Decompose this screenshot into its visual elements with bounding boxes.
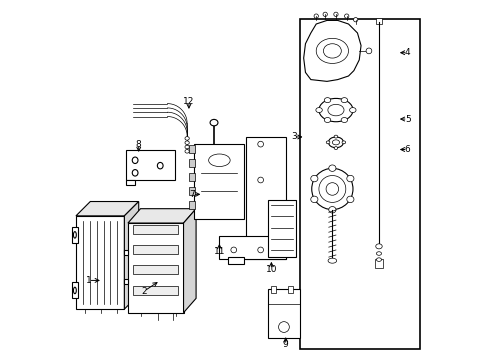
Ellipse shape bbox=[324, 117, 330, 122]
Text: 1: 1 bbox=[85, 276, 91, 285]
Ellipse shape bbox=[318, 176, 345, 202]
Ellipse shape bbox=[316, 39, 348, 63]
Polygon shape bbox=[126, 149, 174, 180]
Ellipse shape bbox=[341, 117, 347, 122]
Text: 4: 4 bbox=[404, 48, 409, 57]
Ellipse shape bbox=[327, 258, 336, 263]
Text: 7: 7 bbox=[189, 190, 195, 199]
Ellipse shape bbox=[333, 12, 337, 17]
Polygon shape bbox=[219, 235, 285, 259]
Polygon shape bbox=[124, 202, 139, 309]
Polygon shape bbox=[124, 250, 128, 255]
Text: 11: 11 bbox=[213, 247, 224, 256]
Text: 9: 9 bbox=[282, 341, 288, 350]
Ellipse shape bbox=[333, 135, 337, 138]
Polygon shape bbox=[183, 209, 196, 313]
Bar bbox=[188, 173, 195, 181]
Polygon shape bbox=[128, 223, 183, 313]
Ellipse shape bbox=[376, 252, 381, 255]
Ellipse shape bbox=[375, 244, 382, 249]
Ellipse shape bbox=[341, 141, 345, 144]
Ellipse shape bbox=[132, 170, 138, 176]
Ellipse shape bbox=[157, 162, 163, 169]
Ellipse shape bbox=[184, 141, 189, 144]
Ellipse shape bbox=[257, 141, 263, 147]
Ellipse shape bbox=[318, 98, 352, 122]
Ellipse shape bbox=[349, 108, 355, 113]
Ellipse shape bbox=[346, 175, 353, 182]
Polygon shape bbox=[267, 289, 300, 338]
Bar bbox=[72, 226, 78, 243]
Ellipse shape bbox=[323, 12, 326, 17]
Bar bbox=[133, 265, 178, 274]
Ellipse shape bbox=[184, 149, 189, 153]
Text: 6: 6 bbox=[404, 145, 410, 154]
Ellipse shape bbox=[328, 207, 335, 213]
Text: 5: 5 bbox=[404, 114, 410, 123]
Ellipse shape bbox=[230, 247, 236, 253]
Ellipse shape bbox=[184, 136, 189, 140]
Ellipse shape bbox=[328, 137, 343, 148]
Bar bbox=[188, 187, 195, 195]
Bar bbox=[375, 259, 382, 268]
Polygon shape bbox=[124, 279, 128, 284]
Ellipse shape bbox=[73, 231, 76, 238]
Polygon shape bbox=[194, 144, 244, 220]
Ellipse shape bbox=[210, 120, 218, 126]
Ellipse shape bbox=[73, 287, 76, 294]
Bar bbox=[188, 201, 195, 209]
Ellipse shape bbox=[344, 14, 348, 18]
Polygon shape bbox=[246, 137, 285, 259]
Ellipse shape bbox=[346, 196, 353, 203]
Ellipse shape bbox=[324, 98, 330, 103]
Polygon shape bbox=[76, 216, 124, 309]
Bar bbox=[270, 286, 276, 293]
Bar bbox=[133, 225, 178, 234]
Ellipse shape bbox=[327, 104, 344, 116]
Ellipse shape bbox=[332, 140, 339, 145]
Text: 3: 3 bbox=[290, 132, 296, 141]
Bar bbox=[287, 286, 293, 293]
Ellipse shape bbox=[323, 44, 341, 58]
Polygon shape bbox=[228, 257, 244, 264]
Ellipse shape bbox=[278, 321, 289, 332]
Ellipse shape bbox=[315, 108, 322, 113]
Bar bbox=[376, 18, 381, 24]
Polygon shape bbox=[267, 200, 296, 257]
Ellipse shape bbox=[184, 145, 189, 149]
Polygon shape bbox=[76, 202, 139, 216]
Text: 12: 12 bbox=[183, 96, 194, 105]
Ellipse shape bbox=[353, 18, 357, 22]
Bar bbox=[188, 145, 195, 153]
Bar bbox=[188, 159, 195, 167]
Ellipse shape bbox=[310, 196, 317, 203]
Ellipse shape bbox=[328, 165, 335, 171]
Ellipse shape bbox=[208, 154, 230, 167]
Ellipse shape bbox=[376, 258, 381, 261]
Ellipse shape bbox=[325, 183, 338, 195]
Polygon shape bbox=[303, 21, 360, 81]
Ellipse shape bbox=[132, 157, 138, 163]
Ellipse shape bbox=[366, 48, 371, 54]
Text: 8: 8 bbox=[136, 140, 142, 149]
Polygon shape bbox=[328, 105, 343, 110]
Polygon shape bbox=[128, 209, 196, 223]
Ellipse shape bbox=[257, 247, 263, 253]
Text: 10: 10 bbox=[265, 265, 277, 274]
Ellipse shape bbox=[257, 177, 263, 183]
Bar bbox=[133, 286, 178, 295]
Bar bbox=[72, 282, 78, 298]
Polygon shape bbox=[126, 180, 135, 185]
Ellipse shape bbox=[325, 141, 329, 144]
Ellipse shape bbox=[310, 175, 317, 182]
Text: 2: 2 bbox=[141, 287, 146, 296]
Ellipse shape bbox=[341, 98, 347, 103]
Ellipse shape bbox=[313, 14, 318, 18]
Bar bbox=[300, 19, 419, 348]
Ellipse shape bbox=[333, 147, 337, 149]
Bar bbox=[133, 245, 178, 254]
Ellipse shape bbox=[311, 168, 352, 210]
